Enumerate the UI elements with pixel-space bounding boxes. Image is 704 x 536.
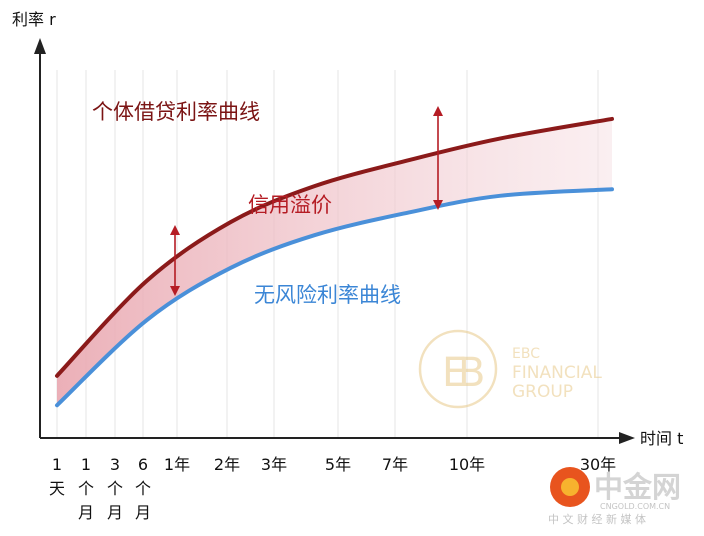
- series-line-risk-free: [55, 187, 614, 408]
- x-tick-6个月: 6 个月: [135, 455, 151, 522]
- axes: [34, 38, 635, 444]
- ebc-watermark: E B EBC FINANCIAL GROUP: [418, 329, 602, 409]
- x-tick-label: 1年: [164, 455, 190, 474]
- watermark-brand-3: GROUP: [512, 382, 573, 402]
- watermark-ring-icon: [418, 329, 498, 409]
- x-tick-1个月: 1 个月: [78, 455, 94, 522]
- x-tick-label: 天: [49, 479, 65, 498]
- legend-label-individual-lending: 个体借贷利率曲线: [92, 100, 260, 124]
- x-tick-label: 7年: [382, 455, 408, 474]
- x-tick-label: 月: [78, 503, 94, 522]
- band-label-credit-spread: 信用溢价: [248, 193, 332, 217]
- x-tick-label: 6: [138, 455, 148, 474]
- x-tick-3个月: 3 个月: [107, 455, 123, 522]
- arrow-down-icon: [433, 200, 443, 210]
- x-tick-label: 3年: [261, 455, 287, 474]
- watermark-brand-2: FINANCIAL: [512, 363, 602, 383]
- watermark-monogram-b: B: [458, 350, 485, 396]
- x-tick-label: 3: [110, 455, 120, 474]
- x-axis-arrow-icon: [619, 432, 635, 444]
- x-tick-label: 1: [52, 455, 62, 474]
- x-tick-label: 个: [107, 479, 123, 498]
- y-axis-label: 利率 r: [12, 10, 56, 29]
- x-tick-2年: 2年: [214, 455, 240, 474]
- x-tick-label: 个: [135, 479, 151, 498]
- x-tick-label: 2年: [214, 455, 240, 474]
- logo-name: 中金网: [594, 470, 681, 504]
- x-tick-7年: 7年: [382, 455, 408, 474]
- y-axis-arrow-icon: [34, 38, 46, 54]
- x-tick-10年: 10年: [449, 455, 485, 474]
- x-tick-label: 月: [135, 503, 151, 522]
- x-tick-label: 1: [81, 455, 91, 474]
- x-tick-1年: 1年: [164, 455, 190, 474]
- logo-icon-center: [561, 478, 579, 496]
- spread-arrows: [170, 106, 443, 296]
- x-tick-label: 月: [107, 503, 123, 522]
- logo-tagline: 中 文 财 经 新 媒 体: [548, 512, 646, 526]
- x-axis-label: 时间 t: [640, 429, 683, 448]
- x-tick-1天: 1天: [49, 455, 65, 498]
- x-tick-label: 10年: [449, 455, 485, 474]
- site-logo: 中金网 CNGOLD.COM.CN 中 文 财 经 新 媒 体: [548, 467, 681, 526]
- x-tick-label: 个: [78, 479, 94, 498]
- credit-spread-band: [57, 118, 612, 406]
- arrow-up-icon: [170, 225, 180, 235]
- logo-site: CNGOLD.COM.CN: [600, 502, 670, 511]
- x-tick-label: 30年: [580, 455, 616, 474]
- x-tick-label: 5年: [325, 455, 351, 474]
- arrow-down-icon: [170, 286, 180, 296]
- watermark-monogram: E: [442, 350, 467, 396]
- watermark-brand-1: EBC: [512, 346, 540, 362]
- x-tick-3年: 3年: [261, 455, 287, 474]
- arrow-up-icon: [433, 106, 443, 116]
- x-tick-30年: 30年: [580, 455, 616, 474]
- series-line-individual-lending: [55, 116, 614, 378]
- x-tick-5年: 5年: [325, 455, 351, 474]
- legend-label-risk-free: 无风险利率曲线: [254, 283, 401, 307]
